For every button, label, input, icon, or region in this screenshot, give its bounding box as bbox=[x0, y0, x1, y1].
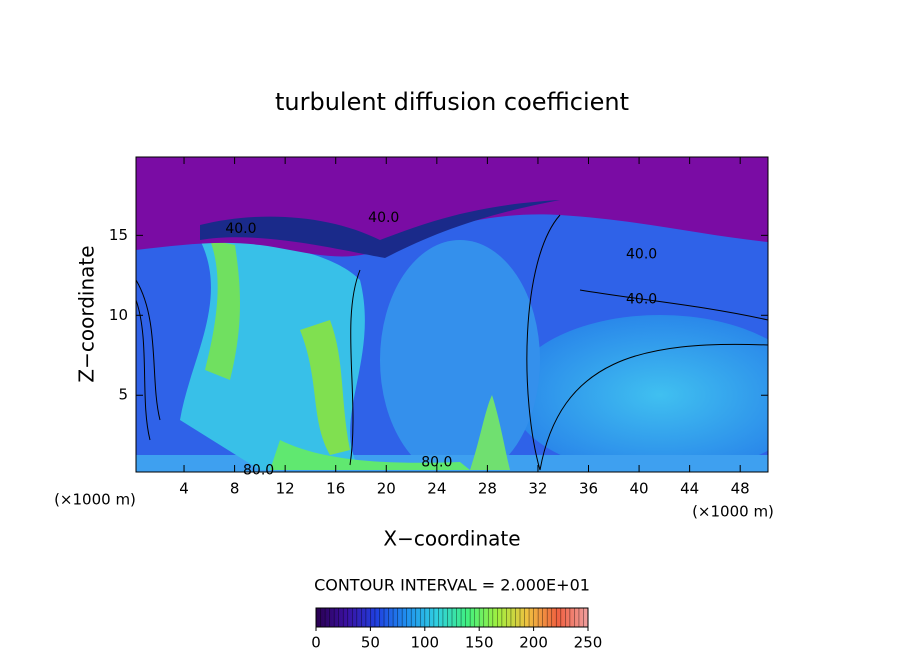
chart-title: turbulent diffusion coefficient bbox=[275, 88, 629, 116]
colorbar-tick-label: 0 bbox=[311, 634, 321, 652]
y-tick-label: 10 bbox=[109, 306, 128, 324]
contour-line bbox=[136, 214, 768, 471]
colorbar-tick-label: 150 bbox=[465, 634, 494, 652]
contour-label: 40.0 bbox=[368, 210, 399, 226]
colorbar-tick-label: 100 bbox=[410, 634, 439, 652]
x-tick-label: 24 bbox=[427, 480, 446, 498]
x-unit-label: (×1000 m) bbox=[692, 503, 774, 521]
x-tick-label: 44 bbox=[680, 480, 699, 498]
contour-label: 80.0 bbox=[243, 462, 274, 478]
plot-frame bbox=[135, 156, 769, 473]
x-tick-label: 36 bbox=[579, 480, 598, 498]
field-region bbox=[200, 200, 560, 258]
x-tick-label: 4 bbox=[179, 480, 189, 498]
x-tick-label: 32 bbox=[528, 480, 547, 498]
contour-label: 40.0 bbox=[225, 221, 256, 237]
contour-interval: CONTOUR INTERVAL = 2.000E+01 bbox=[314, 576, 590, 595]
field-region bbox=[270, 440, 470, 470]
contour-label: 40.0 bbox=[626, 247, 657, 263]
colorbar-tick-label: 200 bbox=[519, 634, 548, 652]
x-tick-label: 48 bbox=[731, 480, 750, 498]
y-axis-label: Z−coordinate bbox=[75, 245, 99, 382]
x-tick-label: 20 bbox=[377, 480, 396, 498]
y-tick-label: 5 bbox=[118, 386, 128, 404]
x-axis-label: X−coordinate bbox=[383, 527, 520, 551]
contour-label: 40.0 bbox=[626, 291, 657, 307]
colorbar-tick-label: 250 bbox=[574, 634, 603, 652]
y-tick-label: 15 bbox=[109, 226, 128, 244]
contour-label: 80.0 bbox=[421, 454, 452, 470]
field-region bbox=[380, 240, 540, 472]
x-tick-label: 8 bbox=[230, 480, 240, 498]
field bbox=[136, 157, 768, 472]
colorbar-tick-label: 50 bbox=[361, 634, 380, 652]
x-tick-label: 40 bbox=[630, 480, 649, 498]
x-tick-label: 28 bbox=[478, 480, 497, 498]
field-region bbox=[205, 240, 240, 380]
x-unit-label: (×1000 m) bbox=[54, 491, 136, 509]
x-tick-label: 16 bbox=[326, 480, 345, 498]
x-tick-label: 12 bbox=[276, 480, 295, 498]
field-region bbox=[300, 320, 350, 455]
field-region bbox=[510, 315, 768, 472]
field-region bbox=[470, 395, 510, 470]
